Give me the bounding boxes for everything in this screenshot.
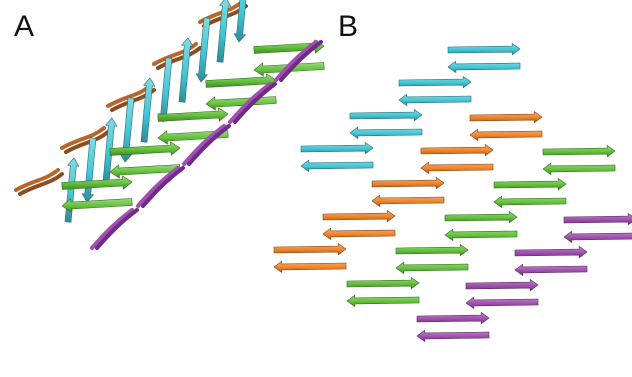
strand-arrow-cyan-left [398,93,472,106]
strand-arrow-green-left [346,294,420,307]
purple-strand [187,124,231,166]
strand-arrow-cyan-right [447,43,521,56]
strand-arrow-green-left [493,195,567,208]
purple-strand [228,82,272,124]
strand-arrow-green-left [542,162,616,175]
green-strand-right [109,141,181,156]
cyan-strand-up [216,0,232,63]
purple-strand [182,124,226,166]
strand-arrow-purple-left [563,230,632,243]
strand-arrow-green-right [542,145,616,158]
strand-arrow-orange-left [420,161,494,174]
strand-arrow-green-right [346,277,420,290]
purple-strand [141,166,185,208]
panel-a-label: A [14,10,34,43]
strand-arrow-green-right [444,211,518,224]
panel-b: B [273,10,632,342]
panel-a-purple-strands [90,40,323,250]
brown-strand [60,126,106,150]
strand-arrow-cyan-left [447,60,521,73]
strand-arrow-orange-left [273,260,347,273]
panel-a: A [14,0,325,250]
cyan-strand-down [81,137,97,203]
cyan-strand-up [178,37,194,103]
strand-arrow-cyan-right [300,142,374,155]
purple-strand [90,208,134,250]
brown-strand [18,172,64,196]
cyan-strand-up [64,157,80,223]
strand-arrow-purple-left [465,296,539,309]
cyan-strand-down [233,0,247,43]
purple-strand [95,208,139,250]
panel-a-green-strands [61,39,325,213]
strand-arrow-green-right [395,244,469,257]
strand-arrow-purple-left [416,329,490,342]
panel-b-strand-grid [273,43,632,342]
green-strand-right [61,175,133,190]
strand-arrow-green-right [493,178,567,191]
panel-b-label: B [338,10,358,43]
purple-strand [136,166,180,208]
brown-strand [156,46,202,70]
strand-arrow-orange-left [469,128,543,141]
brown-strand [64,130,110,154]
green-strand-right [157,107,229,122]
strand-arrow-orange-left [371,194,445,207]
strand-arrow-orange-right [420,144,494,157]
cyan-strand-up [140,77,156,143]
strand-arrow-purple-right [465,279,539,292]
strand-arrow-cyan-left [300,159,374,172]
strand-arrow-cyan-right [398,76,472,89]
strand-arrow-orange-right [322,210,396,223]
strand-arrow-green-left [444,228,518,241]
strand-arrow-orange-right [273,243,347,256]
strand-arrow-orange-left [322,227,396,240]
strand-arrow-cyan-left [349,126,423,139]
brown-strand [14,168,60,192]
purple-strand [233,82,277,124]
strand-arrow-cyan-right [349,109,423,122]
strand-arrow-green-left [395,261,469,274]
purple-strand [274,40,318,82]
strand-arrow-orange-right [371,177,445,190]
strand-arrow-purple-right [416,312,490,325]
green-strand-left [157,130,229,145]
purple-strand [279,40,323,82]
cyan-strand-down [195,17,211,83]
strand-arrow-purple-right [514,246,588,259]
strand-arrow-orange-right [469,111,543,124]
green-strand-left [61,198,133,213]
strand-arrow-purple-left [514,263,588,276]
strand-arrow-purple-right [563,213,632,226]
